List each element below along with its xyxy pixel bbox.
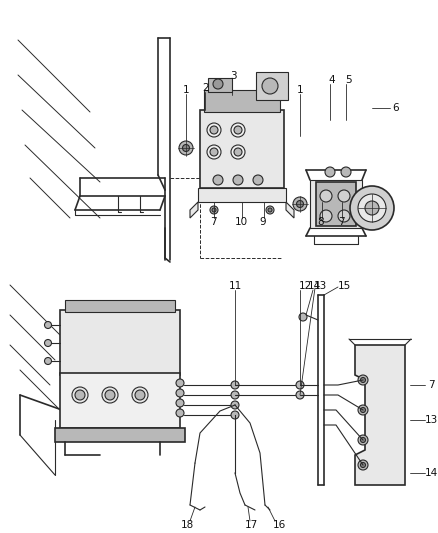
Circle shape — [358, 405, 368, 415]
Circle shape — [183, 144, 190, 151]
Circle shape — [360, 463, 365, 467]
Circle shape — [210, 206, 218, 214]
Circle shape — [341, 167, 351, 177]
Circle shape — [234, 126, 242, 134]
Polygon shape — [198, 188, 286, 202]
Polygon shape — [190, 202, 198, 218]
Circle shape — [296, 381, 304, 389]
Bar — [60, 373, 180, 428]
Text: 14: 14 — [424, 468, 438, 478]
Text: 18: 18 — [180, 520, 194, 530]
Text: 15: 15 — [337, 281, 351, 291]
Circle shape — [176, 389, 184, 397]
Bar — [60, 310, 180, 375]
Circle shape — [266, 206, 274, 214]
Polygon shape — [310, 180, 362, 228]
Circle shape — [45, 340, 52, 346]
Bar — [65, 300, 175, 312]
Text: 9: 9 — [260, 217, 266, 227]
Text: 17: 17 — [244, 520, 258, 530]
Circle shape — [45, 358, 52, 365]
Circle shape — [360, 377, 365, 383]
Circle shape — [299, 313, 307, 321]
Circle shape — [253, 175, 263, 185]
Circle shape — [213, 79, 223, 89]
Circle shape — [297, 200, 304, 207]
Circle shape — [213, 175, 223, 185]
Circle shape — [296, 391, 304, 399]
Circle shape — [338, 190, 350, 202]
Text: 7: 7 — [338, 217, 344, 227]
Circle shape — [233, 175, 243, 185]
Circle shape — [45, 321, 52, 328]
Circle shape — [207, 123, 221, 137]
Circle shape — [231, 411, 239, 419]
Circle shape — [262, 78, 278, 94]
Text: 2: 2 — [203, 83, 209, 93]
Circle shape — [231, 381, 239, 389]
Text: 10: 10 — [234, 217, 247, 227]
Circle shape — [72, 387, 88, 403]
Circle shape — [231, 401, 239, 409]
Circle shape — [338, 210, 350, 222]
Circle shape — [176, 399, 184, 407]
Circle shape — [132, 387, 148, 403]
Circle shape — [358, 435, 368, 445]
Text: 4: 4 — [328, 75, 336, 85]
Circle shape — [320, 210, 332, 222]
Circle shape — [179, 141, 193, 155]
Text: 13: 13 — [313, 281, 327, 291]
Bar — [208, 78, 232, 92]
Text: 5: 5 — [345, 75, 351, 85]
Polygon shape — [286, 202, 294, 218]
Circle shape — [75, 390, 85, 400]
Circle shape — [176, 379, 184, 387]
Circle shape — [358, 460, 368, 470]
Circle shape — [365, 201, 379, 215]
Circle shape — [320, 190, 332, 202]
Circle shape — [268, 208, 272, 212]
Bar — [204, 90, 280, 112]
Circle shape — [210, 148, 218, 156]
Text: 6: 6 — [393, 103, 399, 113]
Text: 14: 14 — [307, 281, 321, 291]
Text: 1: 1 — [297, 85, 303, 95]
Circle shape — [360, 408, 365, 413]
Circle shape — [102, 387, 118, 403]
Circle shape — [231, 123, 245, 137]
Circle shape — [325, 167, 335, 177]
Circle shape — [358, 375, 368, 385]
Text: 1: 1 — [183, 85, 189, 95]
Circle shape — [212, 208, 216, 212]
Circle shape — [350, 186, 394, 230]
Text: 3: 3 — [230, 71, 237, 81]
Text: 13: 13 — [424, 415, 438, 425]
Bar — [316, 182, 356, 226]
Circle shape — [293, 197, 307, 211]
Circle shape — [210, 126, 218, 134]
Text: 16: 16 — [272, 520, 286, 530]
Circle shape — [360, 438, 365, 442]
Text: 12: 12 — [298, 281, 311, 291]
Polygon shape — [355, 345, 405, 485]
Circle shape — [207, 145, 221, 159]
Circle shape — [231, 391, 239, 399]
Circle shape — [231, 145, 245, 159]
Bar — [55, 428, 185, 442]
Bar — [256, 72, 288, 100]
Circle shape — [176, 409, 184, 417]
Circle shape — [358, 194, 386, 222]
Text: 7: 7 — [427, 380, 434, 390]
Text: 11: 11 — [228, 281, 242, 291]
Bar — [200, 110, 284, 188]
Text: 8: 8 — [318, 217, 324, 227]
Circle shape — [105, 390, 115, 400]
Circle shape — [135, 390, 145, 400]
Circle shape — [234, 148, 242, 156]
Text: 7: 7 — [210, 217, 216, 227]
